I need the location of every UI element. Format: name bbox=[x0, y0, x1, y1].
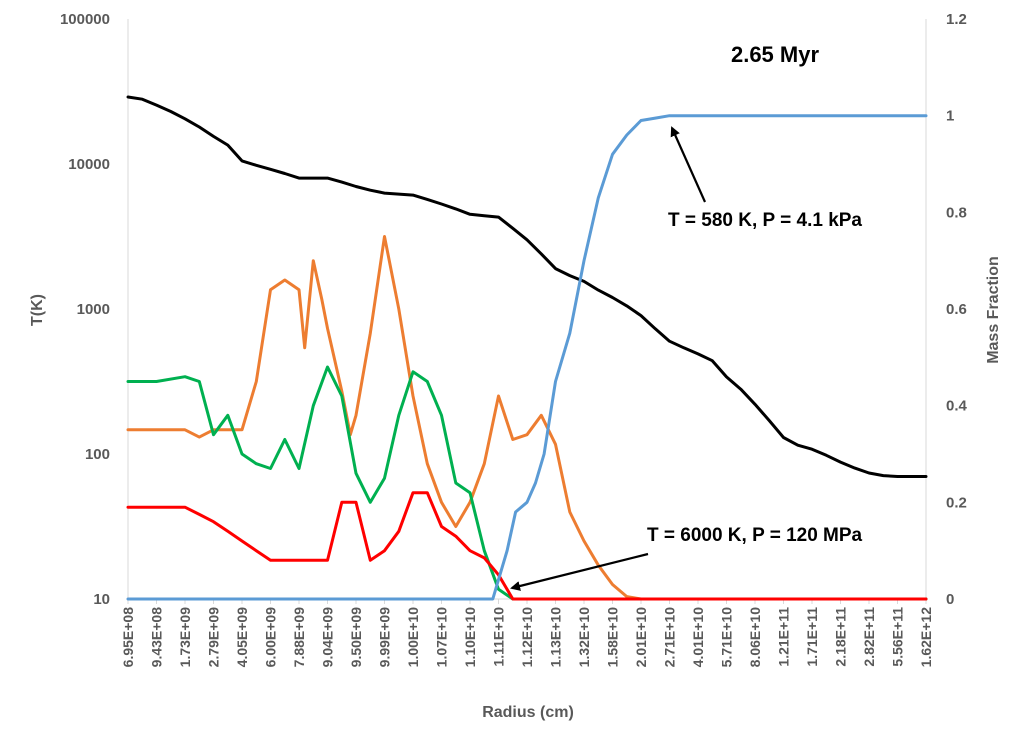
annotations: T = 580 K, P = 4.1 kPa T = 6000 K, P = 1… bbox=[510, 126, 863, 591]
y-right-tick-label: 0.6 bbox=[946, 301, 967, 318]
annotation-arrow-1 bbox=[670, 126, 707, 203]
y-right-tick-label: 0.2 bbox=[946, 494, 967, 511]
left-axis-ticks: 10 100 1000 10000 100000 bbox=[60, 11, 110, 608]
y-right-tick-label: 1.2 bbox=[946, 11, 967, 28]
annotation-arrow-2 bbox=[510, 552, 649, 591]
x-tick-label: 1.13E+10 bbox=[548, 607, 564, 668]
y-axis-left-title: T(K) bbox=[29, 294, 46, 326]
x-tick-label: 5.56E+11 bbox=[890, 607, 906, 667]
x-tick-label: 1.62E+12 bbox=[918, 607, 934, 668]
y-left-tick-label: 100000 bbox=[60, 11, 110, 28]
x-tick-label: 8.06E+10 bbox=[747, 607, 763, 668]
x-tick-label: 1.00E+10 bbox=[405, 607, 421, 668]
chart-axes bbox=[127, 19, 927, 600]
x-tick-label: 2.71E+10 bbox=[662, 607, 678, 668]
series-line-orange bbox=[126, 235, 928, 601]
series-line-green bbox=[126, 365, 928, 601]
series-line-temperature bbox=[126, 95, 928, 478]
x-tick-label: 1.21E+11 bbox=[776, 607, 792, 667]
x-tick-label: 9.50E+09 bbox=[348, 607, 364, 668]
y-left-tick-label: 10 bbox=[93, 591, 110, 608]
x-tick-label: 1.58E+10 bbox=[605, 607, 621, 668]
y-left-tick-label: 1000 bbox=[77, 301, 110, 318]
chart-series bbox=[126, 95, 928, 601]
x-tick-label: 6.00E+09 bbox=[263, 607, 279, 668]
x-tick-label: 1.11E+10 bbox=[491, 607, 507, 667]
y-right-tick-label: 1 bbox=[946, 108, 954, 125]
x-tick-label: 4.01E+10 bbox=[690, 607, 706, 668]
right-axis-ticks: 0 0.2 0.4 0.6 0.8 1 1.2 bbox=[946, 11, 968, 608]
x-tick-label: 2.01E+10 bbox=[633, 607, 649, 668]
annotation-label-2: T = 6000 K, P = 120 MPa bbox=[647, 525, 863, 546]
x-tick-label: 4.05E+09 bbox=[234, 607, 250, 668]
x-tick-label: 2.79E+09 bbox=[206, 607, 222, 668]
y-left-tick-label: 100 bbox=[85, 446, 110, 463]
y-right-tick-label: 0 bbox=[946, 591, 954, 608]
x-tick-label: 2.82E+11 bbox=[861, 607, 877, 667]
x-tick-label: 1.71E+11 bbox=[804, 607, 820, 667]
x-axis-ticks: 6.95E+08 9.43E+08 1.73E+09 2.79E+09 4.05E+09… bbox=[120, 599, 934, 667]
x-tick-label: 5.71E+10 bbox=[719, 607, 735, 668]
x-tick-label: 1.07E+10 bbox=[434, 607, 450, 668]
x-tick-label: 6.95E+08 bbox=[120, 607, 136, 668]
x-axis-title: Radius (cm) bbox=[482, 704, 574, 721]
x-tick-label: 1.12E+10 bbox=[519, 607, 535, 668]
y-right-tick-label: 0.8 bbox=[946, 204, 967, 221]
x-tick-label: 9.04E+09 bbox=[320, 607, 336, 668]
y-axis-right-title: Mass Fraction bbox=[985, 256, 1002, 364]
x-tick-label: 1.10E+10 bbox=[462, 607, 478, 668]
y-right-tick-label: 0.4 bbox=[946, 398, 968, 415]
x-tick-label: 1.32E+10 bbox=[576, 607, 592, 668]
series-line-red bbox=[126, 491, 928, 601]
x-tick-label: 9.43E+08 bbox=[149, 607, 165, 668]
series-line-blue bbox=[126, 114, 928, 601]
x-tick-label: 1.73E+09 bbox=[177, 607, 193, 668]
annotation-label-1: T = 580 K, P = 4.1 kPa bbox=[668, 210, 862, 231]
chart-title: 2.65 Myr bbox=[731, 42, 819, 67]
x-tick-label: 7.88E+09 bbox=[291, 607, 307, 668]
y-left-tick-label: 10000 bbox=[68, 156, 110, 173]
x-tick-label: 2.18E+11 bbox=[833, 607, 849, 667]
x-tick-label: 9.99E+09 bbox=[377, 607, 393, 668]
